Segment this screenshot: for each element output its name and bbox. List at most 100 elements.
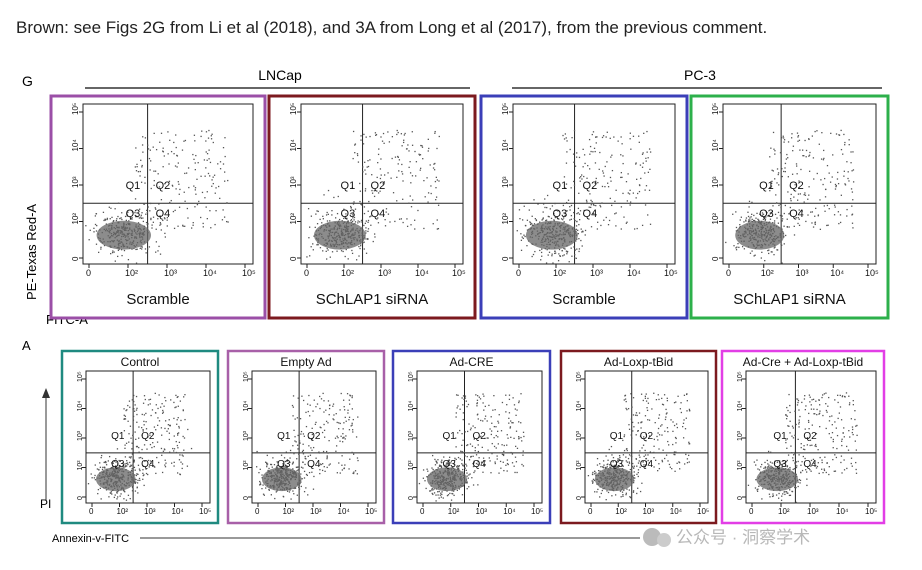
- event-dot: [434, 130, 436, 133]
- event-dot: [145, 252, 147, 254]
- event-dot: [673, 453, 675, 456]
- quadrant-label-q1: Q1: [759, 180, 774, 192]
- event-dot: [142, 472, 144, 475]
- event-dot: [637, 430, 639, 432]
- event-dot: [153, 132, 155, 135]
- event-dot: [644, 172, 646, 174]
- event-dot: [795, 423, 797, 426]
- event-dot: [588, 138, 591, 141]
- event-dot: [789, 494, 792, 496]
- event-dot: [396, 200, 398, 202]
- event-dot: [632, 421, 634, 424]
- event-dot: [578, 248, 581, 250]
- event-dot: [332, 403, 335, 405]
- event-dot: [629, 201, 632, 203]
- event-dot: [581, 178, 583, 180]
- event-dot: [374, 132, 377, 134]
- event-dot: [224, 171, 226, 173]
- event-dot: [782, 460, 785, 462]
- event-dot: [826, 164, 829, 167]
- event-dot: [87, 483, 90, 485]
- event-dot: [766, 459, 768, 462]
- event-dot: [506, 404, 508, 406]
- event-dot: [757, 218, 759, 220]
- event-dot: [778, 460, 781, 462]
- event-dot: [354, 152, 356, 154]
- event-dot: [130, 465, 133, 467]
- event-dot: [116, 496, 119, 498]
- event-dot: [338, 218, 341, 221]
- event-dot: [573, 180, 575, 183]
- x-tick-label: 10²: [117, 507, 129, 516]
- event-dot: [327, 213, 329, 215]
- event-dot: [362, 143, 365, 145]
- event-dot: [173, 448, 176, 450]
- event-dot: [591, 200, 593, 203]
- event-dot: [415, 175, 417, 177]
- event-dot: [263, 494, 265, 496]
- event-dot: [621, 491, 624, 493]
- event-dot: [119, 495, 121, 497]
- event-dot: [115, 466, 117, 468]
- event-dot: [135, 147, 137, 149]
- event-dot: [810, 470, 812, 472]
- event-dot: [751, 213, 753, 215]
- event-dot: [614, 200, 616, 202]
- event-dot: [311, 471, 313, 473]
- event-dot: [486, 420, 488, 422]
- event-dot: [758, 485, 760, 487]
- event-dot: [620, 228, 622, 230]
- event-dot: [280, 454, 283, 456]
- event-dot: [166, 219, 168, 221]
- event-dot: [283, 465, 285, 468]
- event-dot: [434, 180, 437, 183]
- event-dot: [526, 229, 529, 231]
- event-dot: [603, 175, 605, 177]
- event-dot: [601, 185, 604, 188]
- event-dot: [360, 135, 362, 137]
- event-dot: [789, 489, 791, 491]
- event-dot: [355, 436, 358, 438]
- event-dot: [637, 487, 639, 489]
- event-dot: [332, 418, 334, 420]
- event-dot: [94, 464, 96, 466]
- event-dot: [852, 181, 855, 183]
- event-dot: [566, 140, 568, 142]
- event-dot: [776, 168, 779, 170]
- event-dot: [816, 130, 818, 132]
- event-dot: [766, 212, 768, 214]
- event-dot: [777, 466, 779, 468]
- event-dot: [789, 468, 791, 470]
- event-dot: [159, 141, 161, 143]
- event-dot: [446, 494, 449, 497]
- event-dot: [673, 402, 676, 404]
- event-dot: [688, 461, 690, 463]
- event-dot: [387, 213, 390, 215]
- event-dot: [804, 448, 806, 451]
- event-dot: [346, 217, 348, 220]
- event-dot: [184, 394, 186, 396]
- event-dot: [326, 455, 328, 457]
- event-dot: [157, 250, 159, 252]
- event-dot: [134, 211, 136, 214]
- event-dot: [135, 478, 137, 481]
- event-dot: [813, 462, 815, 464]
- event-dot: [126, 465, 128, 467]
- event-dot: [593, 204, 595, 207]
- x-tick-label: 10²: [778, 507, 790, 516]
- event-dot: [392, 192, 395, 194]
- event-dot: [432, 489, 434, 491]
- y-tick-label: 10²: [576, 460, 583, 471]
- event-dot: [787, 468, 790, 470]
- event-dot: [642, 444, 645, 446]
- event-dot: [658, 463, 660, 465]
- event-dot: [300, 430, 303, 433]
- event-dot: [352, 418, 354, 421]
- event-dot: [459, 458, 462, 460]
- event-dot: [839, 214, 842, 216]
- event-dot: [578, 250, 580, 253]
- event-dot: [176, 472, 179, 474]
- event-dot: [500, 467, 502, 469]
- event-dot: [809, 401, 811, 403]
- quadrant-label-q1: Q1: [553, 180, 568, 192]
